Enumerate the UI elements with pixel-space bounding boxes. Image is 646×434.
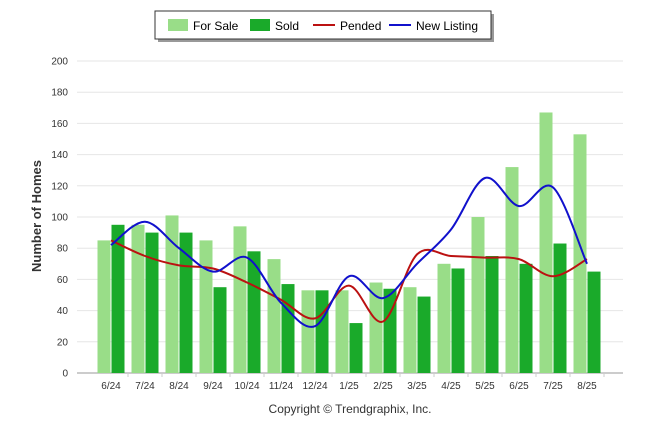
bar-for-sale[interactable] [403, 287, 417, 373]
y-tick-label: 140 [51, 150, 68, 161]
copyright-text: Copyright © Trendgraphix, Inc. [269, 402, 432, 416]
x-tick-label: 10/24 [234, 381, 259, 392]
x-tick-label: 6/25 [509, 381, 529, 392]
bar-for-sale[interactable] [573, 134, 587, 373]
bar-for-sale[interactable] [301, 290, 315, 373]
legend-swatch-sold[interactable] [250, 19, 270, 31]
y-tick-label: 40 [57, 306, 69, 317]
legend-label-sold[interactable]: Sold [275, 19, 299, 33]
bar-sold[interactable] [281, 284, 295, 373]
y-tick-label: 80 [57, 244, 69, 255]
y-tick-label: 100 [51, 213, 68, 224]
bar-for-sale[interactable] [335, 290, 349, 373]
x-tick-label: 4/25 [441, 381, 461, 392]
y-axis-title: Number of Homes [29, 160, 44, 272]
bar-sold[interactable] [553, 243, 567, 373]
bar-for-sale[interactable] [131, 224, 145, 373]
y-tick-labels: 0 20 40 60 80 100 120 140 160 180 200 [51, 57, 68, 380]
bar-for-sale[interactable] [539, 112, 553, 373]
y-tick-label: 120 [51, 181, 68, 192]
bar-sold[interactable] [451, 268, 465, 373]
bar-for-sale[interactable] [369, 282, 383, 373]
bar-sold[interactable] [179, 232, 193, 373]
x-tick-label: 7/24 [135, 381, 155, 392]
x-tick-label: 9/24 [203, 381, 223, 392]
y-tick-label: 0 [62, 369, 68, 380]
y-tick-label: 20 [57, 337, 69, 348]
bar-for-sale[interactable] [165, 215, 179, 373]
line-pended[interactable] [110, 239, 588, 323]
x-tick-label: 12/24 [302, 381, 327, 392]
bar-for-sale[interactable] [437, 263, 451, 373]
x-tick-label: 8/25 [577, 381, 597, 392]
bar-sold[interactable] [519, 263, 533, 373]
bar-for-sale[interactable] [97, 240, 111, 373]
bar-sold[interactable] [247, 251, 261, 373]
legend-label-pended[interactable]: Pended [340, 19, 381, 33]
legend-label-new-listing[interactable]: New Listing [416, 19, 478, 33]
y-tick-label: 60 [57, 275, 69, 286]
bar-sold[interactable] [213, 287, 227, 373]
y-tick-label: 160 [51, 119, 68, 130]
y-tick-label: 180 [51, 88, 68, 99]
legend: For Sale Sold Pended New Listing [154, 10, 494, 42]
bar-sold[interactable] [315, 290, 329, 373]
line-new-listing[interactable] [110, 176, 588, 328]
bar-sold[interactable] [383, 288, 397, 373]
x-tick-label: 6/24 [101, 381, 121, 392]
bar-sold[interactable] [485, 256, 499, 373]
y-tick-label: 200 [51, 57, 68, 68]
bar-sold[interactable] [349, 323, 363, 373]
x-tick-label: 11/24 [269, 381, 294, 392]
bar-layer [97, 112, 601, 373]
bar-for-sale[interactable] [199, 240, 213, 373]
bar-for-sale[interactable] [471, 217, 485, 373]
x-tick-labels: 6/24 7/24 8/24 9/24 10/24 11/24 12/24 1/25 2/25 3… [101, 373, 605, 392]
x-tick-label: 7/25 [543, 381, 563, 392]
x-tick-label: 2/25 [373, 381, 393, 392]
line-layer [110, 176, 588, 328]
bar-for-sale[interactable] [505, 167, 519, 373]
bar-for-sale[interactable] [267, 259, 281, 373]
legend-label-for-sale[interactable]: For Sale [193, 19, 239, 33]
bar-sold[interactable] [111, 224, 125, 373]
x-tick-label: 5/25 [475, 381, 495, 392]
legend-swatch-for-sale[interactable] [168, 19, 188, 31]
bar-sold[interactable] [145, 232, 159, 373]
bar-sold[interactable] [417, 296, 431, 373]
x-tick-label: 8/24 [169, 381, 189, 392]
bar-sold[interactable] [587, 271, 601, 373]
x-tick-label: 1/25 [339, 381, 359, 392]
x-tick-label: 3/25 [407, 381, 427, 392]
bar-for-sale[interactable] [233, 226, 247, 373]
